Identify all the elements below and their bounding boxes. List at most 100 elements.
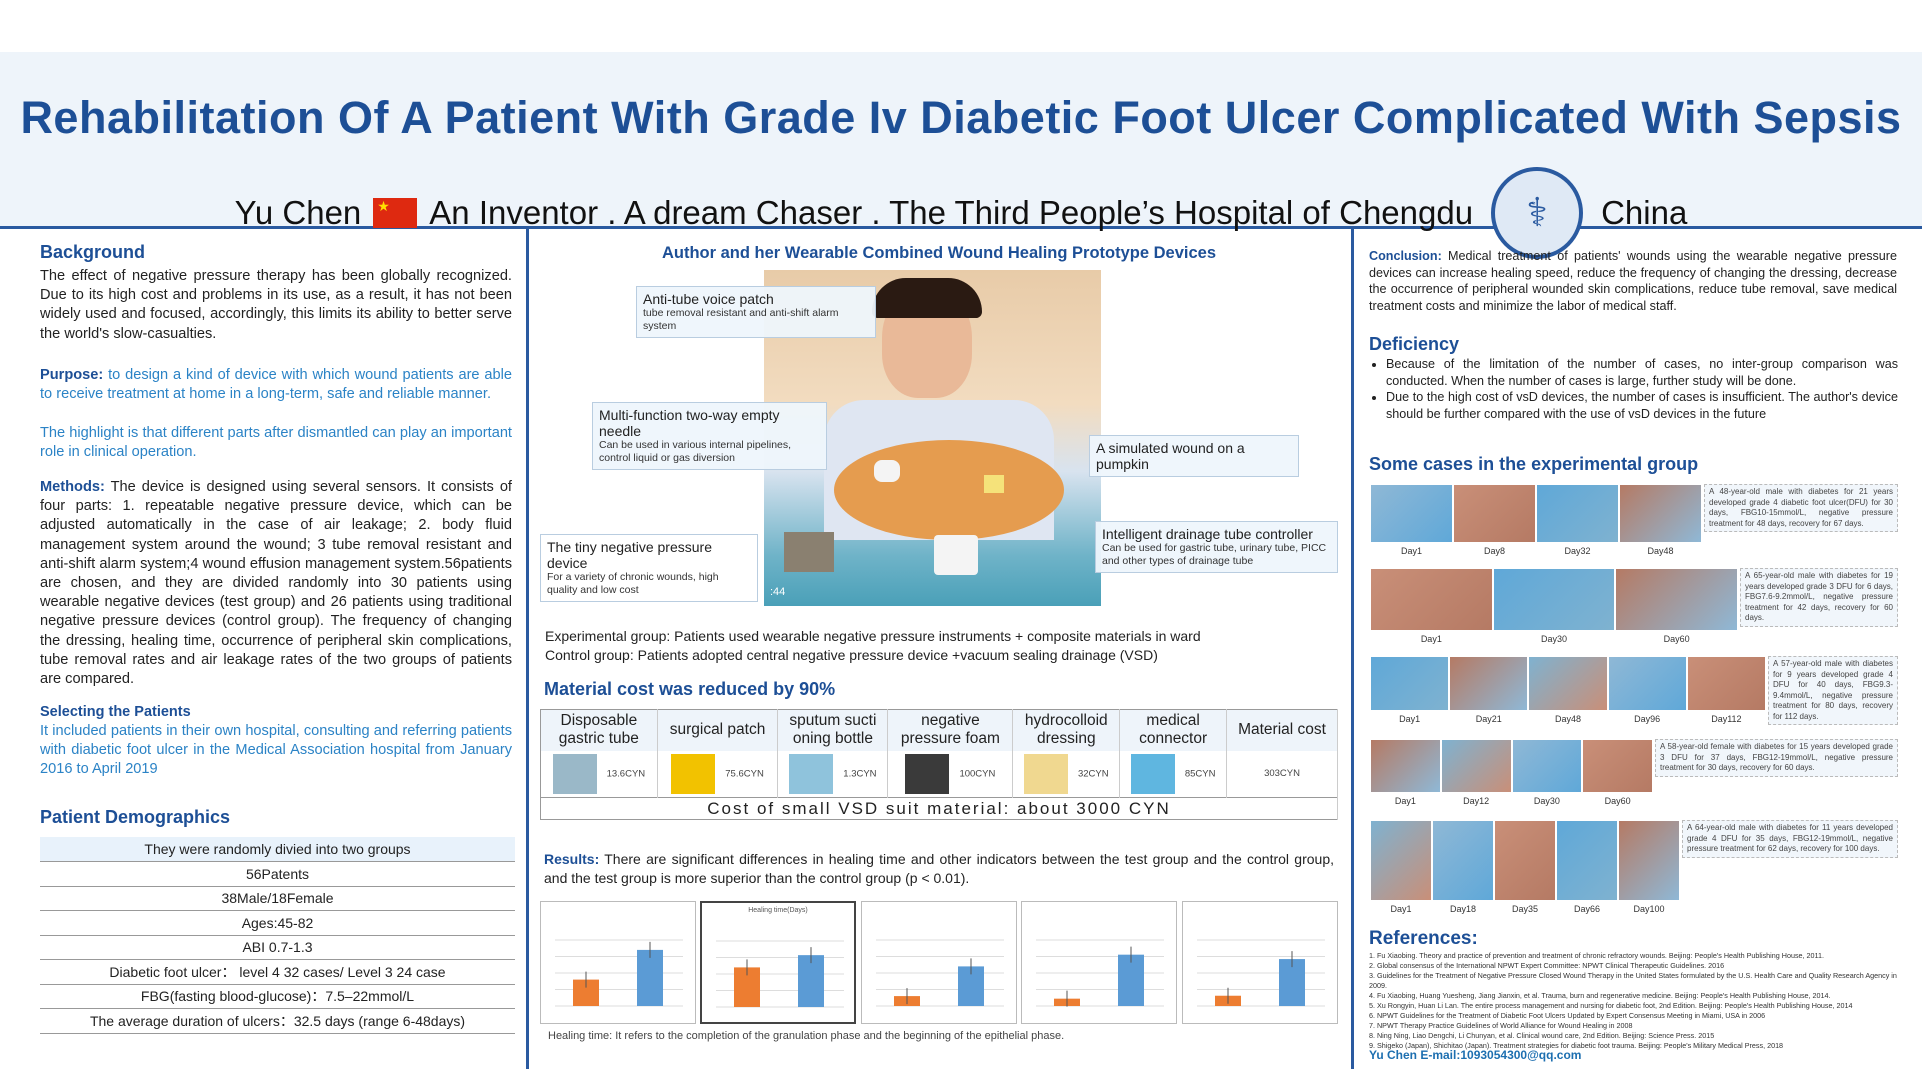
country: China (1601, 194, 1688, 231)
material-thumbnail (905, 753, 950, 794)
material-price: 13.6CYN (606, 768, 646, 780)
highlight-text: The highlight is that different parts af… (40, 425, 512, 461)
material-cell: 85CYN (1119, 750, 1228, 798)
purpose-paragraph: Purpose: to design a kind of device with… (40, 366, 512, 404)
contact-email[interactable]: Yu Chen E-mail:1093054300@qq.com (1369, 1048, 1582, 1062)
table-total-row: Cost of small VSD suit material: about 3… (540, 797, 1338, 820)
callout-two-way-needle: Multi-function two-way empty needle Can b… (592, 402, 827, 470)
column-header: hydrocolloid dressing (1012, 709, 1121, 751)
selecting-text: It included patients in their own hospit… (40, 723, 512, 778)
drainage-controller (934, 535, 978, 575)
table-row: The average duration of ulcers：32.5 days… (40, 1008, 515, 1034)
reference-item: 9. Shigeko (Japan), Shichitao (Japan). T… (1369, 1041, 1784, 1050)
case-description: A 58-year-old female with diabetes for 1… (1655, 739, 1898, 777)
results-label: Results: (544, 851, 600, 867)
table-row: ABI 0.7-1.3 (40, 935, 515, 960)
case-day-label: Day1 (1420, 634, 1442, 644)
reference-item: 7. NPWT Therapy Practice Guidelines of W… (1369, 1021, 1633, 1030)
column-header: sputum sucti oning bottle (777, 709, 889, 751)
case-day-label: Day1 (1400, 546, 1422, 556)
references-list: 1. Fu Xiaobing. Theory and practice of p… (1369, 951, 1897, 1051)
column-divider (1351, 229, 1354, 1069)
poster-title: Rehabilitation Of A Patient With Grade I… (20, 92, 1902, 143)
demographics-heading: Patient Demographics (40, 807, 231, 827)
case-photo (1618, 820, 1680, 901)
deficiency-list: Because of the limitation of the number … (1386, 356, 1898, 422)
case-photo (1432, 820, 1494, 901)
column-header: negative pressure foam (887, 709, 1014, 751)
case-day-label: Day21 (1475, 714, 1502, 724)
material-thumbnail (552, 753, 597, 794)
table-row: FBG(fasting blood-glucose)：7.5–22mmol/L (40, 984, 515, 1009)
references-heading: References: (1369, 928, 1478, 949)
poster-header: Rehabilitation Of A Patient With Grade I… (0, 52, 1922, 259)
cases-heading: Some cases in the experimental group (1369, 454, 1699, 474)
case-day-label: Day1 (1399, 714, 1421, 724)
case-photo (1536, 484, 1619, 543)
material-cost-table: Disposable gastric tube surgical patch spu… (540, 709, 1338, 820)
callout-tiny-device: The tiny negative pressure device For a v… (540, 534, 758, 602)
table-row: 38Male/18Female (40, 886, 515, 911)
chart-title: Healing time(Days) (748, 907, 808, 914)
callout-anti-tube-patch: Anti-tube voice patch tube removal resist… (636, 286, 876, 338)
background-text: The effect of negative pressure therapy … (40, 268, 512, 342)
results-chart (540, 901, 696, 1024)
control-group-text: Control group: Patients adopted central … (545, 647, 1158, 663)
conclusion-label: Conclusion: (1369, 249, 1442, 263)
selecting-heading: Selecting the Patients (40, 704, 191, 720)
case-photo (1370, 484, 1453, 543)
table-row: 56Patents (40, 861, 515, 887)
case-photo (1619, 484, 1702, 543)
case-photo (1494, 820, 1556, 901)
case-day-label: Day60 (1604, 796, 1631, 806)
author-tagline: An Inventor . A dream Chaser . The Third… (429, 194, 1474, 231)
voice-patch (874, 460, 900, 482)
chart-title (541, 906, 695, 918)
material-price: 85CYN (1184, 768, 1216, 780)
case-description: A 57-year-old male with diabetes for 9 y… (1768, 656, 1898, 725)
case-description: A 64-year-old male with diabetes for 11 … (1682, 820, 1898, 858)
background-heading: Background (40, 242, 146, 262)
total-cost: Cost of small VSD suit material: about 3… (540, 797, 1338, 820)
reference-item: 3. Guidelines for the Treatment of Negat… (1369, 971, 1897, 990)
hair-shape (872, 278, 982, 318)
material-price: 75.6CYN (725, 768, 764, 780)
case-day-label: Day8 (1483, 546, 1505, 556)
methods-text: The device is designed using several sen… (40, 479, 512, 688)
column-header: surgical patch (657, 709, 779, 751)
negative-pressure-device (784, 532, 834, 572)
column-header: Disposable gastric tube (540, 709, 658, 751)
case-day-label: Day35 (1511, 904, 1538, 914)
chart-title (1022, 906, 1176, 918)
case-photo (1492, 568, 1616, 631)
case-photo (1615, 568, 1738, 631)
case-photo (1607, 656, 1687, 711)
conclusion-paragraph: Conclusion: Medical treatment of patient… (1369, 248, 1897, 314)
table-row: 13.6CYN 75.6CYN 1.3CYN 100CYN 32CYN 85CYN 303C… (540, 750, 1338, 798)
case-day-label: Day32 (1564, 546, 1591, 556)
case-day-label: Day48 (1554, 714, 1581, 724)
experimental-group-text: Experimental group: Patients used wearab… (545, 628, 1201, 644)
purpose-label: Purpose: (40, 367, 104, 383)
healing-time-caption: Healing time: It refers to the completio… (548, 1030, 1065, 1042)
simulated-wound-patch (984, 475, 1004, 493)
case-description: A 65-year-old male with diabetes for 19 … (1740, 568, 1898, 627)
case-photo (1370, 568, 1493, 631)
table-row: Diabetic foot ulcer： level 4 32 cases/ L… (40, 959, 515, 985)
results-chart: Healing time(Days) (700, 901, 856, 1024)
case-photo (1453, 484, 1536, 543)
bar-blue (798, 955, 824, 1007)
author-name: Yu Chen (234, 194, 362, 231)
case-photo (1449, 656, 1529, 711)
material-price: 1.3CYN (843, 768, 877, 780)
callout-drainage-controller: Intelligent drainage tube controller Can … (1095, 521, 1338, 573)
chart-title (1183, 906, 1337, 918)
case-day-label: Day30 (1533, 796, 1560, 806)
reference-item: 2. Global consensus of the International… (1369, 961, 1725, 970)
case-photo (1528, 656, 1608, 711)
case-day-label: Day96 (1634, 714, 1661, 724)
case-day-label: Day48 (1647, 546, 1674, 556)
deficiency-heading: Deficiency (1369, 334, 1460, 354)
results-chart (1021, 901, 1177, 1024)
case-photo (1370, 656, 1450, 711)
